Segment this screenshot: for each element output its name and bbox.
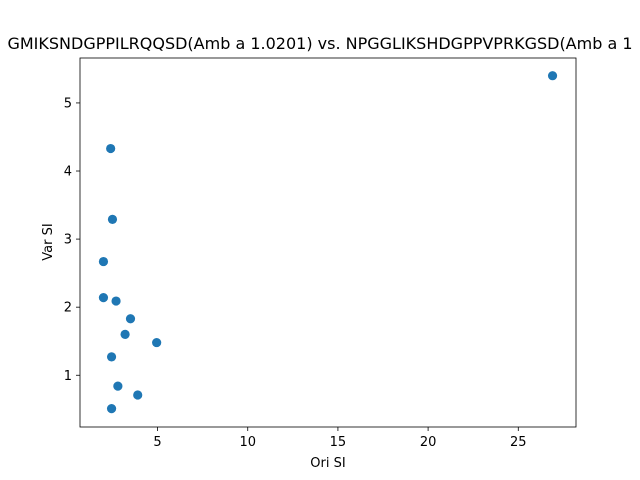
x-tick-label: 15 (330, 435, 347, 450)
data-point (133, 390, 143, 400)
y-tick-label: 2 (64, 301, 72, 316)
data-point (152, 337, 162, 348)
data-point (106, 404, 117, 414)
chart-title: GMIKSNDGPPILRQQSD(Amb a 1.0201) vs. NPGG… (7, 34, 632, 53)
data-point (547, 71, 558, 81)
data-point (98, 293, 109, 303)
y-axis-label: Var SI (41, 223, 56, 260)
y-tick-label: 4 (64, 165, 72, 180)
x-tick-label: 5 (153, 435, 161, 450)
y-tick-label: 1 (64, 369, 72, 384)
x-tick-label: 10 (239, 435, 256, 450)
data-point (111, 296, 121, 306)
x-tick-label: 20 (420, 435, 437, 450)
data-point (98, 256, 109, 267)
x-tick-label: 25 (510, 435, 527, 450)
data-point (106, 143, 116, 154)
data-point (107, 214, 118, 224)
plot-area: 5 10 15 20 25 1 2 3 4 5 (64, 57, 577, 450)
x-axis-label: Ori SI (310, 456, 345, 471)
plot-frame (79, 57, 577, 428)
y-tick-label: 5 (64, 96, 72, 111)
data-point (106, 352, 117, 362)
data-point (125, 314, 136, 324)
y-tick-label: 3 (64, 233, 72, 248)
data-point (113, 381, 123, 391)
data-point (120, 329, 130, 340)
